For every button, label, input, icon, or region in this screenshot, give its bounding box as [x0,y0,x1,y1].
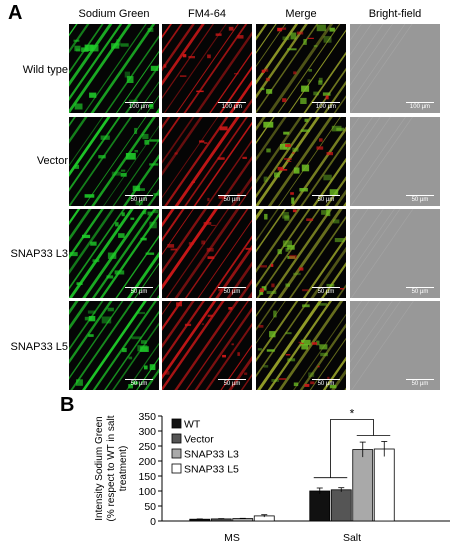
y-tick-label: 300 [138,426,156,438]
significance-star: * [350,407,355,421]
row-label-wild-type: Wild type [22,64,68,76]
bar-snap33-l3 [232,518,254,522]
y-tick-label: 100 [138,486,156,498]
row-label-snap33-l3: SNAP33 L3 [10,248,68,260]
micrograph-red-wild-type: 100 µm [162,24,252,113]
column-header-sodium-green: Sodium Green [78,8,150,20]
scale-bar: 50 µm [218,287,246,295]
scale-bar-label: 50 µm [130,381,148,387]
scale-bar-label: 100 µm [128,104,150,110]
scale-bar-label: 100 µm [315,104,337,110]
scale-bar-label: 50 µm [223,289,241,295]
panel-a-letter: A [8,2,23,24]
scale-bar-label: 50 µm [223,197,241,203]
micrograph-green-snap33-l5: 50 µm [69,301,159,390]
y-tick-label: 0 [150,516,156,528]
scale-bar: 50 µm [218,379,246,387]
legend-label: SNAP33 L5 [184,464,239,476]
micrograph-merge-snap33-l3: 50 µm [256,209,346,298]
legend-label: SNAP33 L3 [184,449,239,461]
scale-bar-label: 50 µm [223,381,241,387]
micrograph-green-vector: 50 µm [69,117,159,206]
scale-bar: 50 µm [312,287,340,295]
row-label-vector: Vector [36,155,68,167]
y-tick-label: 250 [138,441,156,453]
scale-bar: 100 µm [218,102,246,110]
column-header-bright-field: Bright-field [368,8,422,20]
y-axis-label-line: treatment) [118,446,129,492]
micrograph-bright-snap33-l5: 50 µm [350,301,440,390]
scale-bar: 100 µm [312,102,340,110]
bar-vector [330,489,352,522]
legend-swatch [171,418,182,429]
legend-label: Vector [184,434,214,446]
column-header-merge: Merge [285,8,317,20]
scale-bar-label: 50 µm [130,289,148,295]
legend-swatch [171,463,182,474]
y-axis-label-line: Intensity Sodium Green [94,416,105,521]
scale-bar-label: 50 µm [411,381,429,387]
scale-bar: 50 µm [406,195,434,203]
y-tick-label: 150 [138,471,156,483]
scale-bar: 50 µm [312,379,340,387]
legend-swatch [171,433,182,444]
y-axis-label-line: (% respect to WT in salt [106,415,117,521]
row-label-snap33-l5: SNAP33 L5 [10,341,68,353]
column-header-fm4-64: FM4-64 [188,8,226,20]
micrograph-merge-vector: 50 µm [256,117,346,206]
bar-snap33-l3 [352,449,374,522]
micrograph-green-wild-type: 100 µm [69,24,159,113]
y-tick-label: 200 [138,456,156,468]
legend-swatch [171,448,182,459]
scale-bar-label: 100 µm [409,104,431,110]
micrograph-green-snap33-l3: 50 µm [69,209,159,298]
scale-bar-label: 50 µm [411,289,429,295]
scale-bar-label: 50 µm [411,197,429,203]
scale-bar: 50 µm [406,379,434,387]
scale-bar-label: 50 µm [317,381,335,387]
scale-bar: 50 µm [312,195,340,203]
y-axis-label: Intensity Sodium Green (% respect to WT … [94,415,129,521]
sodium-green-bar-chart: Intensity Sodium Green (% respect to WT … [94,407,450,544]
x-category-label: Salt [343,532,361,544]
significance-bracket [330,419,374,478]
micrograph-red-vector: 50 µm [162,117,252,206]
y-tick-label: 350 [138,411,156,423]
micrograph-merge-wild-type: 100 µm [256,24,346,113]
bar-snap33-l5 [373,448,395,522]
scale-bar: 100 µm [406,102,434,110]
scale-bar: 50 µm [218,195,246,203]
scale-bar: 100 µm [125,102,153,110]
y-tick-label: 50 [144,501,156,513]
scale-bar: 50 µm [125,379,153,387]
micrograph-bright-wild-type: 100 µm [350,24,440,113]
scale-bar: 50 µm [406,287,434,295]
x-category-label: MS [224,532,240,544]
micrograph-red-snap33-l5: 50 µm [162,301,252,390]
scale-bar-label: 50 µm [130,197,148,203]
legend-label: WT [184,419,201,431]
micrograph-bright-vector: 50 µm [350,117,440,206]
scale-bar: 50 µm [125,287,153,295]
micrograph-bright-snap33-l3: 50 µm [350,209,440,298]
bar-wt [309,490,331,522]
micrograph-merge-snap33-l5: 50 µm [256,301,346,390]
scale-bar-label: 100 µm [221,104,243,110]
scale-bar-label: 50 µm [317,289,335,295]
scale-bar-label: 50 µm [317,197,335,203]
panel-b-letter: B [60,394,75,416]
bar-vector [210,518,232,522]
scale-bar: 50 µm [125,195,153,203]
micrograph-red-snap33-l3: 50 µm [162,209,252,298]
